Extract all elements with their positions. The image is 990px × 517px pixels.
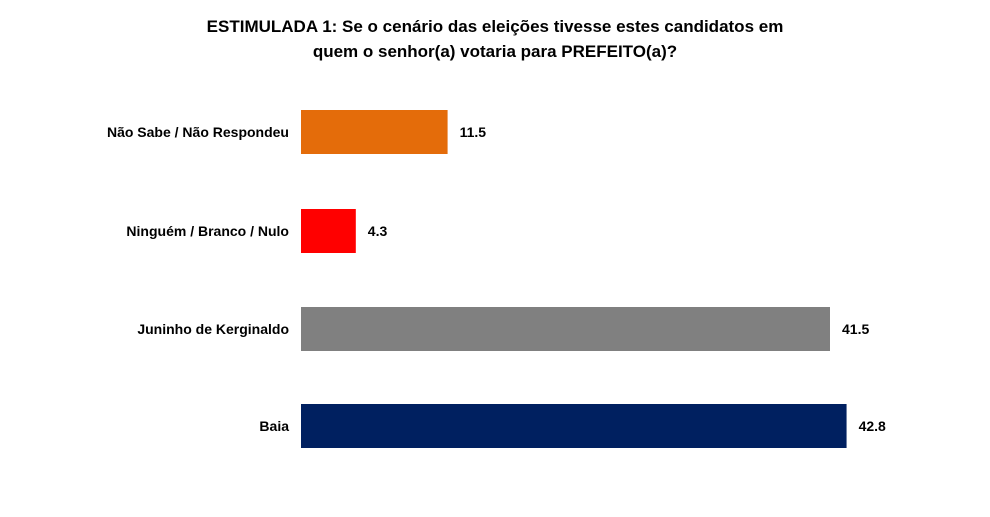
- bar-group-baia: Baia 42.8: [259, 404, 886, 448]
- category-label-baia: Baia: [259, 418, 289, 434]
- category-label-juninho-de-kerginaldo: Juninho de Kerginaldo: [137, 321, 289, 337]
- value-label-nao-sabe-nao-respondeu: 11.5: [460, 124, 487, 140]
- chart-title-line-2: quem o senhor(a) votaria para PREFEITO(a…: [312, 42, 678, 61]
- bar-group-nao-sabe-nao-respondeu: Não Sabe / Não Respondeu 11.5: [107, 110, 486, 154]
- bar-baia: [301, 404, 847, 448]
- value-label-baia: 42.8: [859, 418, 886, 434]
- bar-ninguem-branco-nulo: [301, 209, 356, 253]
- value-label-ninguem-branco-nulo: 4.3: [368, 223, 388, 239]
- bar-group-ninguem-branco-nulo: Ninguém / Branco / Nulo 4.3: [126, 209, 387, 253]
- bar-juninho-de-kerginaldo: [301, 307, 830, 351]
- category-label-ninguem-branco-nulo: Ninguém / Branco / Nulo: [126, 223, 289, 239]
- chart-title-line-1: ESTIMULADA 1: Se o cenário das eleições …: [206, 17, 784, 36]
- value-label-juninho-de-kerginaldo: 41.5: [842, 321, 869, 337]
- chart-title: ESTIMULADA 1: Se o cenário das eleições …: [0, 14, 990, 64]
- category-label-nao-sabe-nao-respondeu: Não Sabe / Não Respondeu: [107, 124, 289, 140]
- bar-nao-sabe-nao-respondeu: [301, 110, 448, 154]
- bar-group-juninho-de-kerginaldo: Juninho de Kerginaldo 41.5: [137, 307, 869, 351]
